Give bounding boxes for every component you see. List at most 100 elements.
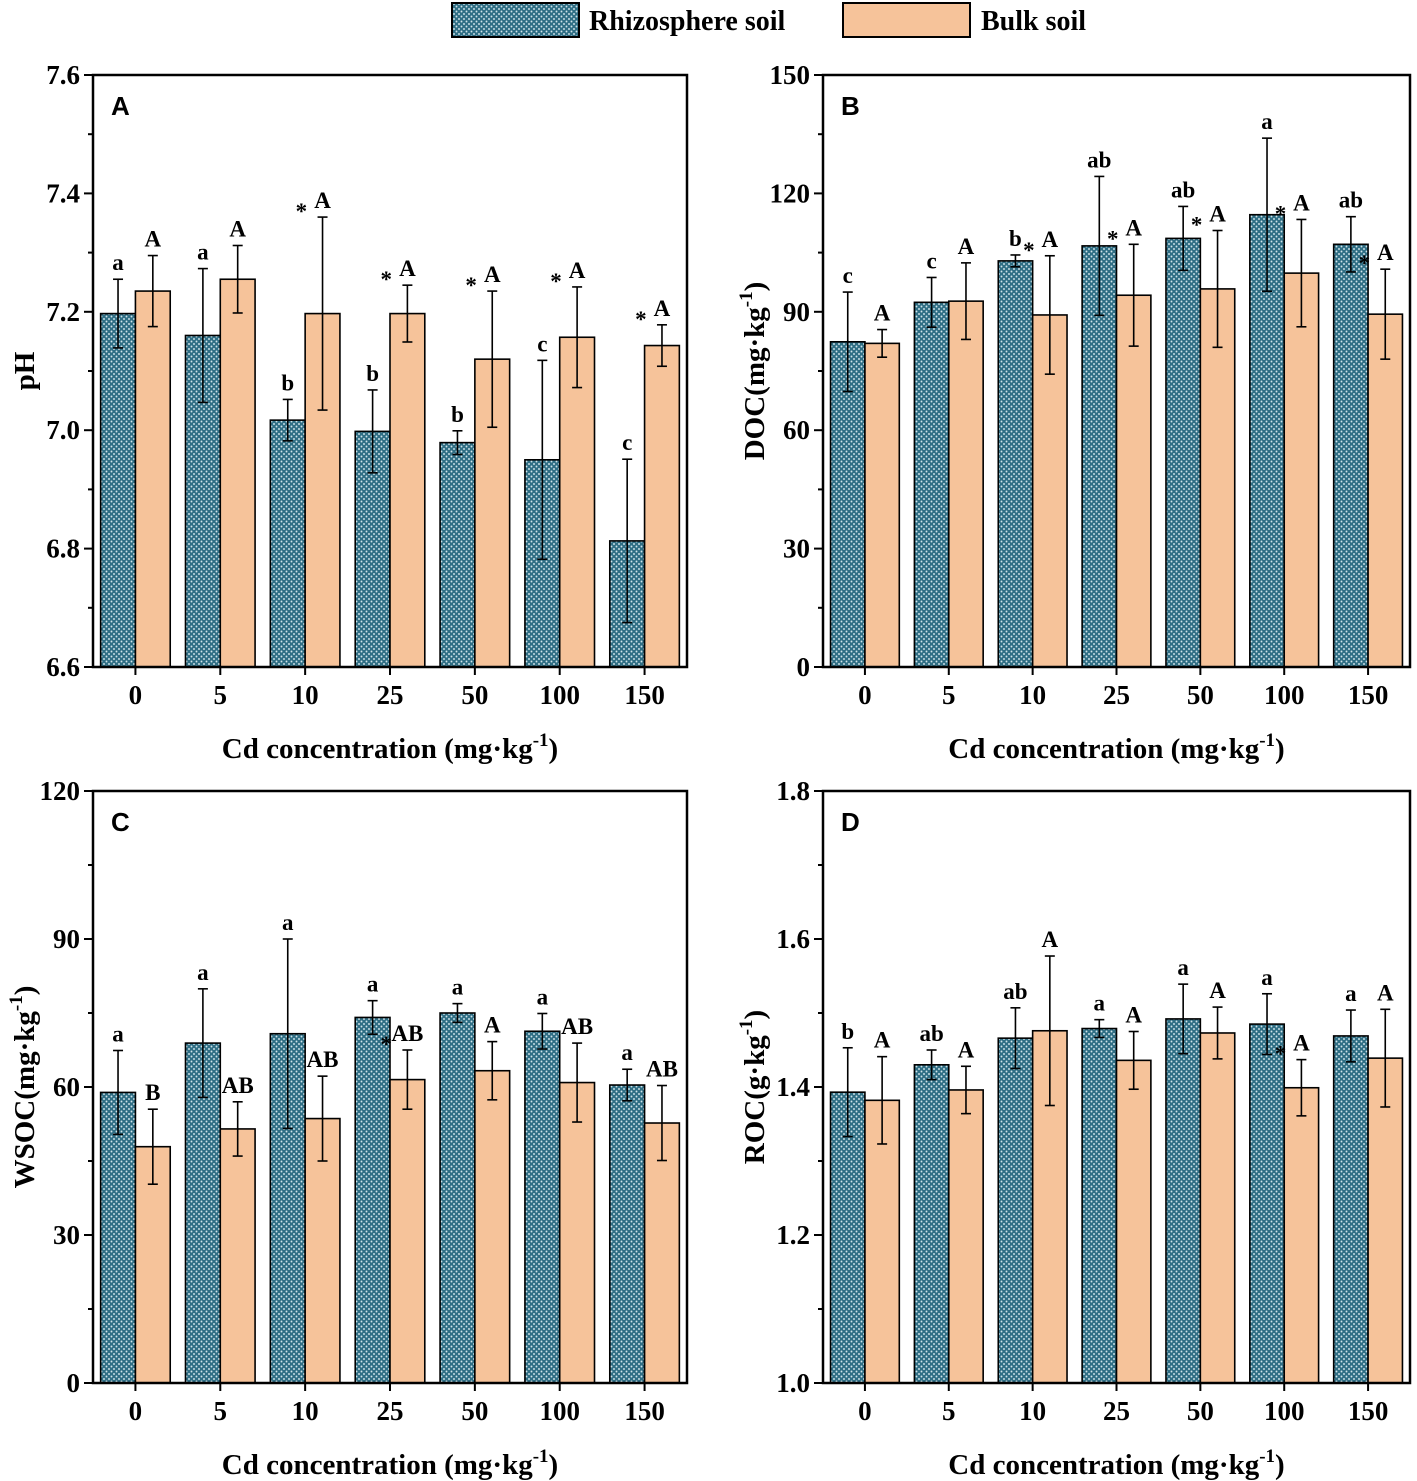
significance-star: * [296,199,308,224]
y-tick-label: 7.0 [46,415,80,445]
significance-star: * [1275,201,1287,226]
significance-letter: A [874,301,891,326]
significance-star: * [1107,226,1119,251]
significance-letter: A [1125,1003,1142,1028]
x-axis-label-end: ) [549,1449,559,1481]
significance-letter: a [112,1021,124,1046]
bar-rhizosphere [913,1064,950,1384]
bar-rhizosphere [99,312,137,668]
legend-label-bulk: Bulk soil [981,6,1086,37]
significance-letter: A [399,256,416,281]
y-axis-label: WSOC(mg·kg-1) [6,986,41,1189]
y-axis-label: pH [9,351,41,390]
y-tick-label: 90 [783,297,810,327]
legend: Rhizosphere soil Bulk soil [451,2,1086,38]
significance-letter: a [1261,965,1273,990]
significance-letter: a [452,975,464,1000]
significance-letter: A [958,1037,975,1062]
significance-letter: ab [919,1021,943,1046]
bar-bulk [304,1117,341,1384]
y-tick-label: 120 [770,178,811,208]
plot-frame [821,789,1412,1385]
significance-letter: A [1293,1031,1310,1056]
legend-swatch-bulk [842,2,971,38]
significance-letter: ab [1003,979,1027,1004]
x-axis-label-end: ) [1275,733,1285,765]
x-tick-label: 100 [539,1396,580,1426]
significance-letter: a [282,910,294,935]
y-tick-label: 7.6 [46,60,80,90]
plot-frame [91,73,689,669]
y-tick-label: 120 [40,776,81,806]
bar-bulk [1115,1059,1152,1384]
y-axis-label-text: WSOC(mg·kg [9,1011,41,1189]
significance-star: * [381,1032,393,1057]
bar-bulk [474,1069,511,1384]
bar-bulk [864,342,901,668]
x-tick-label: 10 [1019,1396,1046,1426]
x-tick-label: 10 [1019,680,1046,710]
y-tick-label: 150 [770,60,811,90]
x-axis-label: Cd concentration (mg·kg-1) [222,1446,558,1481]
x-axis-label-text: Cd concentration (mg·kg [948,733,1259,765]
x-tick-label: 0 [858,680,872,710]
significance-letter: A [1125,215,1142,240]
panel-label: D [841,807,860,837]
x-axis-label-end: ) [1275,1449,1285,1481]
x-axis-label-text: Cd concentration (mg·kg [948,1449,1259,1481]
y-axis-label-sup: -1 [6,995,27,1011]
x-tick-label: 100 [1264,1396,1305,1426]
significance-letter: ab [1339,188,1363,213]
significance-letter: A [1042,227,1059,252]
y-tick-label: 0 [797,652,811,682]
bar-bulk [134,290,172,668]
significance-letter: A [654,296,671,321]
significance-letter: b [281,370,294,395]
significance-letter: ab [1171,177,1195,202]
x-axis-label-text: Cd concentration (mg·kg [222,1449,533,1481]
x-tick-label: 5 [214,1396,228,1426]
x-tick-label: 25 [1103,1396,1130,1426]
y-axis-label-text: DOC(mg·kg [739,307,771,461]
bar-rhizosphere [1332,243,1369,668]
bar-rhizosphere [439,441,476,668]
panel-a: 6.66.87.07.27.47.6aA0aA5bA*10bA*25bA*50c… [9,60,689,765]
x-tick-label: 50 [1187,680,1214,710]
bar-rhizosphere [354,1016,391,1384]
x-tick-label: 50 [461,1396,488,1426]
significance-star: * [635,307,647,332]
plot-frame [91,789,689,1385]
bar-rhizosphere [1081,1027,1118,1384]
bar-bulk [389,1078,426,1384]
legend-label-rhizosphere: Rhizosphere soil [589,6,785,37]
significance-letter: A [569,258,586,283]
x-axis-label-sup: -1 [533,730,549,751]
significance-letter: ab [1087,147,1111,172]
significance-letter: a [1345,981,1357,1006]
significance-letter: AB [561,1014,593,1039]
y-tick-label: 90 [53,924,80,954]
x-axis-label: Cd concentration (mg·kg-1) [222,730,558,765]
x-tick-label: 5 [942,1396,956,1426]
bar-bulk [864,1099,901,1384]
y-tick-label: 30 [53,1220,80,1250]
bar-bulk [389,312,426,668]
significance-letter: c [537,331,547,356]
bar-rhizosphere [524,1030,561,1384]
bar-bulk [947,1089,984,1384]
x-tick-label: 150 [624,1396,665,1426]
significance-letter: b [841,1019,854,1044]
significance-star: * [465,273,477,298]
significance-letter: A [1042,927,1059,952]
bar-rhizosphere [829,340,866,668]
bar-bulk [219,278,256,668]
y-tick-label: 30 [783,534,810,564]
y-axis-label-text: ROC(g·kg [739,1035,771,1164]
significance-letter: c [926,248,936,273]
significance-letter: A [484,262,501,287]
x-tick-label: 10 [292,680,319,710]
y-axis-label-text: pH [9,351,41,390]
significance-letter: a [1094,991,1106,1016]
x-axis-label-end: ) [549,733,559,765]
significance-letter: AB [391,1021,423,1046]
